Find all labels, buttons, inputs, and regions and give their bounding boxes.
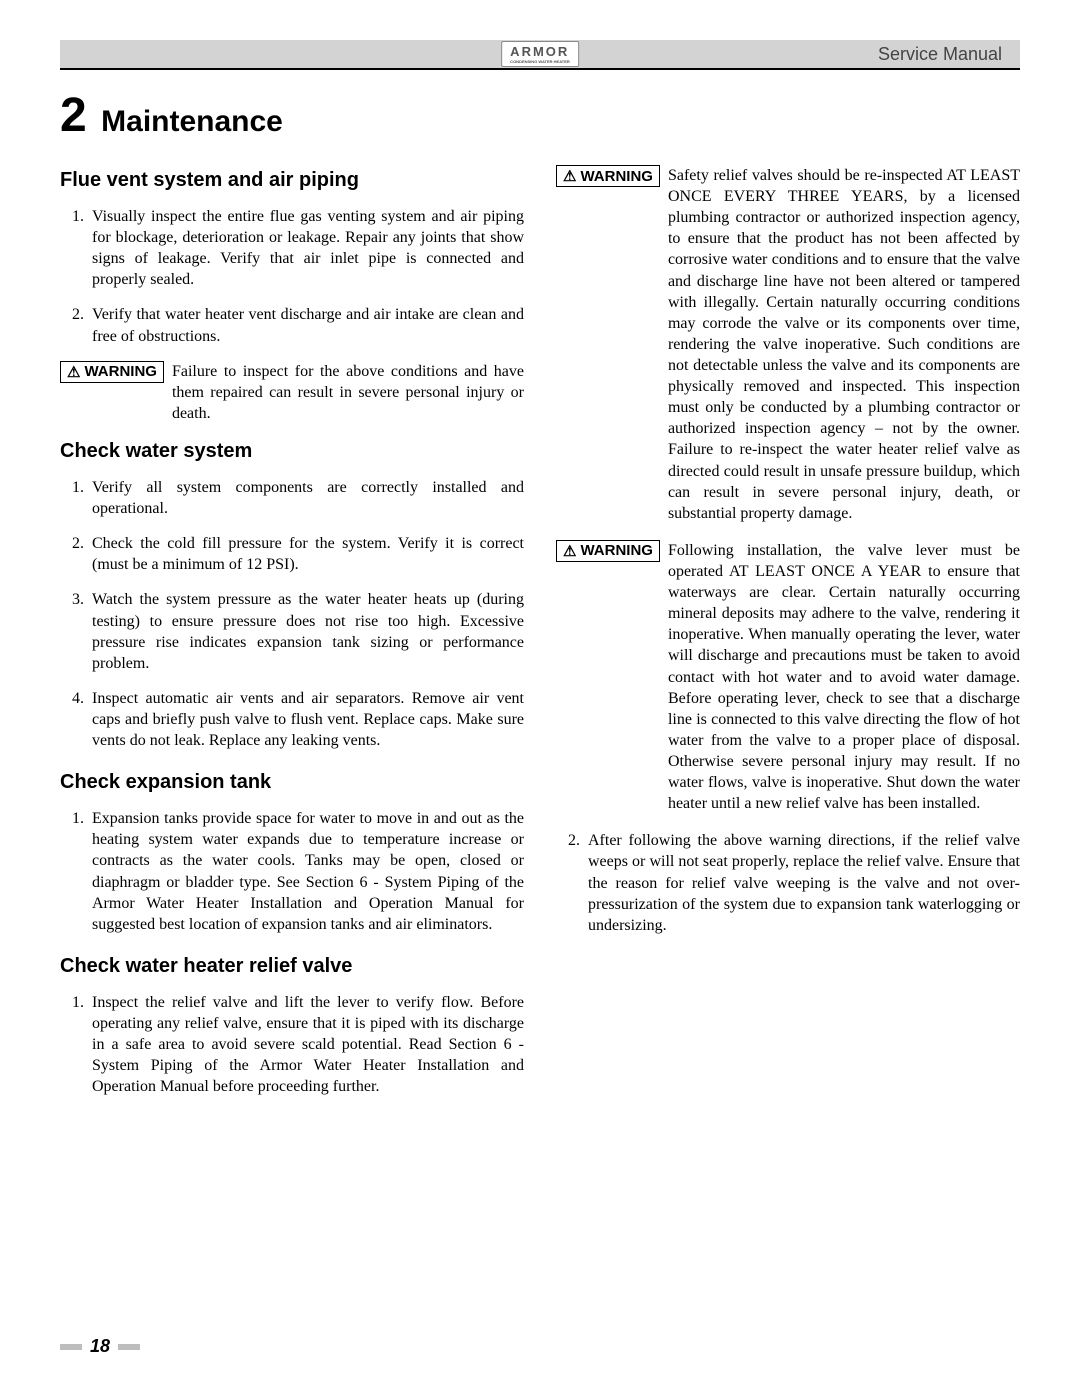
section-list: Verify all system components are correct… xyxy=(60,477,524,751)
section-list: Inspect the relief valve and lift the le… xyxy=(60,992,524,1098)
page-content: 2 Maintenance Flue vent system and air p… xyxy=(60,88,1020,1111)
warning-label-text: WARNING xyxy=(84,363,157,380)
warning-text: Failure to inspect for the above conditi… xyxy=(172,361,524,424)
warning-block: ⚠ WARNING Safety relief valves should be… xyxy=(556,165,1020,524)
chapter-title: 2 Maintenance xyxy=(60,88,1020,143)
list-item: Expansion tanks provide space for water … xyxy=(88,808,524,935)
list-item: Inspect the relief valve and lift the le… xyxy=(88,992,524,1098)
list-item: Check the cold fill pressure for the sys… xyxy=(88,533,524,575)
two-column-layout: Flue vent system and air piping Visually… xyxy=(60,165,1020,1111)
right-column: ⚠ WARNING Safety relief valves should be… xyxy=(556,165,1020,1111)
section-heading: Check expansion tank xyxy=(60,771,524,794)
section-heading: Flue vent system and air piping xyxy=(60,169,524,192)
chapter-number: 2 xyxy=(60,89,87,142)
section-list: Expansion tanks provide space for water … xyxy=(60,808,524,935)
list-item: Watch the system pressure as the water h… xyxy=(88,589,524,673)
footer-dash-icon xyxy=(60,1344,82,1350)
brand-name: ARMOR xyxy=(510,44,569,59)
warning-label: ⚠ WARNING xyxy=(556,540,660,562)
warning-triangle-icon: ⚠ xyxy=(563,167,576,185)
brand-logo: ARMOR CONDENSING WATER HEATER xyxy=(501,41,579,67)
page-number: 18 xyxy=(90,1336,110,1357)
list-item: After following the above warning direct… xyxy=(584,830,1020,936)
warning-label-text: WARNING xyxy=(580,542,653,559)
warning-triangle-icon: ⚠ xyxy=(67,363,80,381)
list-item: Visually inspect the entire flue gas ven… xyxy=(88,206,524,290)
page-footer: 18 xyxy=(60,1336,140,1357)
warning-label-text: WARNING xyxy=(580,168,653,185)
footer-dash-icon xyxy=(118,1344,140,1350)
section-heading: Check water system xyxy=(60,440,524,463)
list-item: Verify that water heater vent discharge … xyxy=(88,304,524,346)
warning-label: ⚠ WARNING xyxy=(556,165,660,187)
warning-triangle-icon: ⚠ xyxy=(563,542,576,560)
section-list: Visually inspect the entire flue gas ven… xyxy=(60,206,524,347)
chapter-text: Maintenance xyxy=(101,105,283,138)
list-item: Verify all system components are correct… xyxy=(88,477,524,519)
header-rule xyxy=(60,68,1020,70)
brand-sub: CONDENSING WATER HEATER xyxy=(510,59,570,64)
doc-type-label: Service Manual xyxy=(878,44,1002,65)
header-bar: ARMOR CONDENSING WATER HEATER Service Ma… xyxy=(60,40,1020,68)
warning-text: Safety relief valves should be re-inspec… xyxy=(668,165,1020,524)
list-item: Inspect automatic air vents and air sepa… xyxy=(88,688,524,751)
section-list: After following the above warning direct… xyxy=(556,830,1020,936)
warning-text: Following installation, the valve lever … xyxy=(668,540,1020,814)
left-column: Flue vent system and air piping Visually… xyxy=(60,165,524,1111)
section-heading: Check water heater relief valve xyxy=(60,955,524,978)
warning-block: ⚠ WARNING Failure to inspect for the abo… xyxy=(60,361,524,424)
warning-label: ⚠ WARNING xyxy=(60,361,164,383)
warning-block: ⚠ WARNING Following installation, the va… xyxy=(556,540,1020,814)
